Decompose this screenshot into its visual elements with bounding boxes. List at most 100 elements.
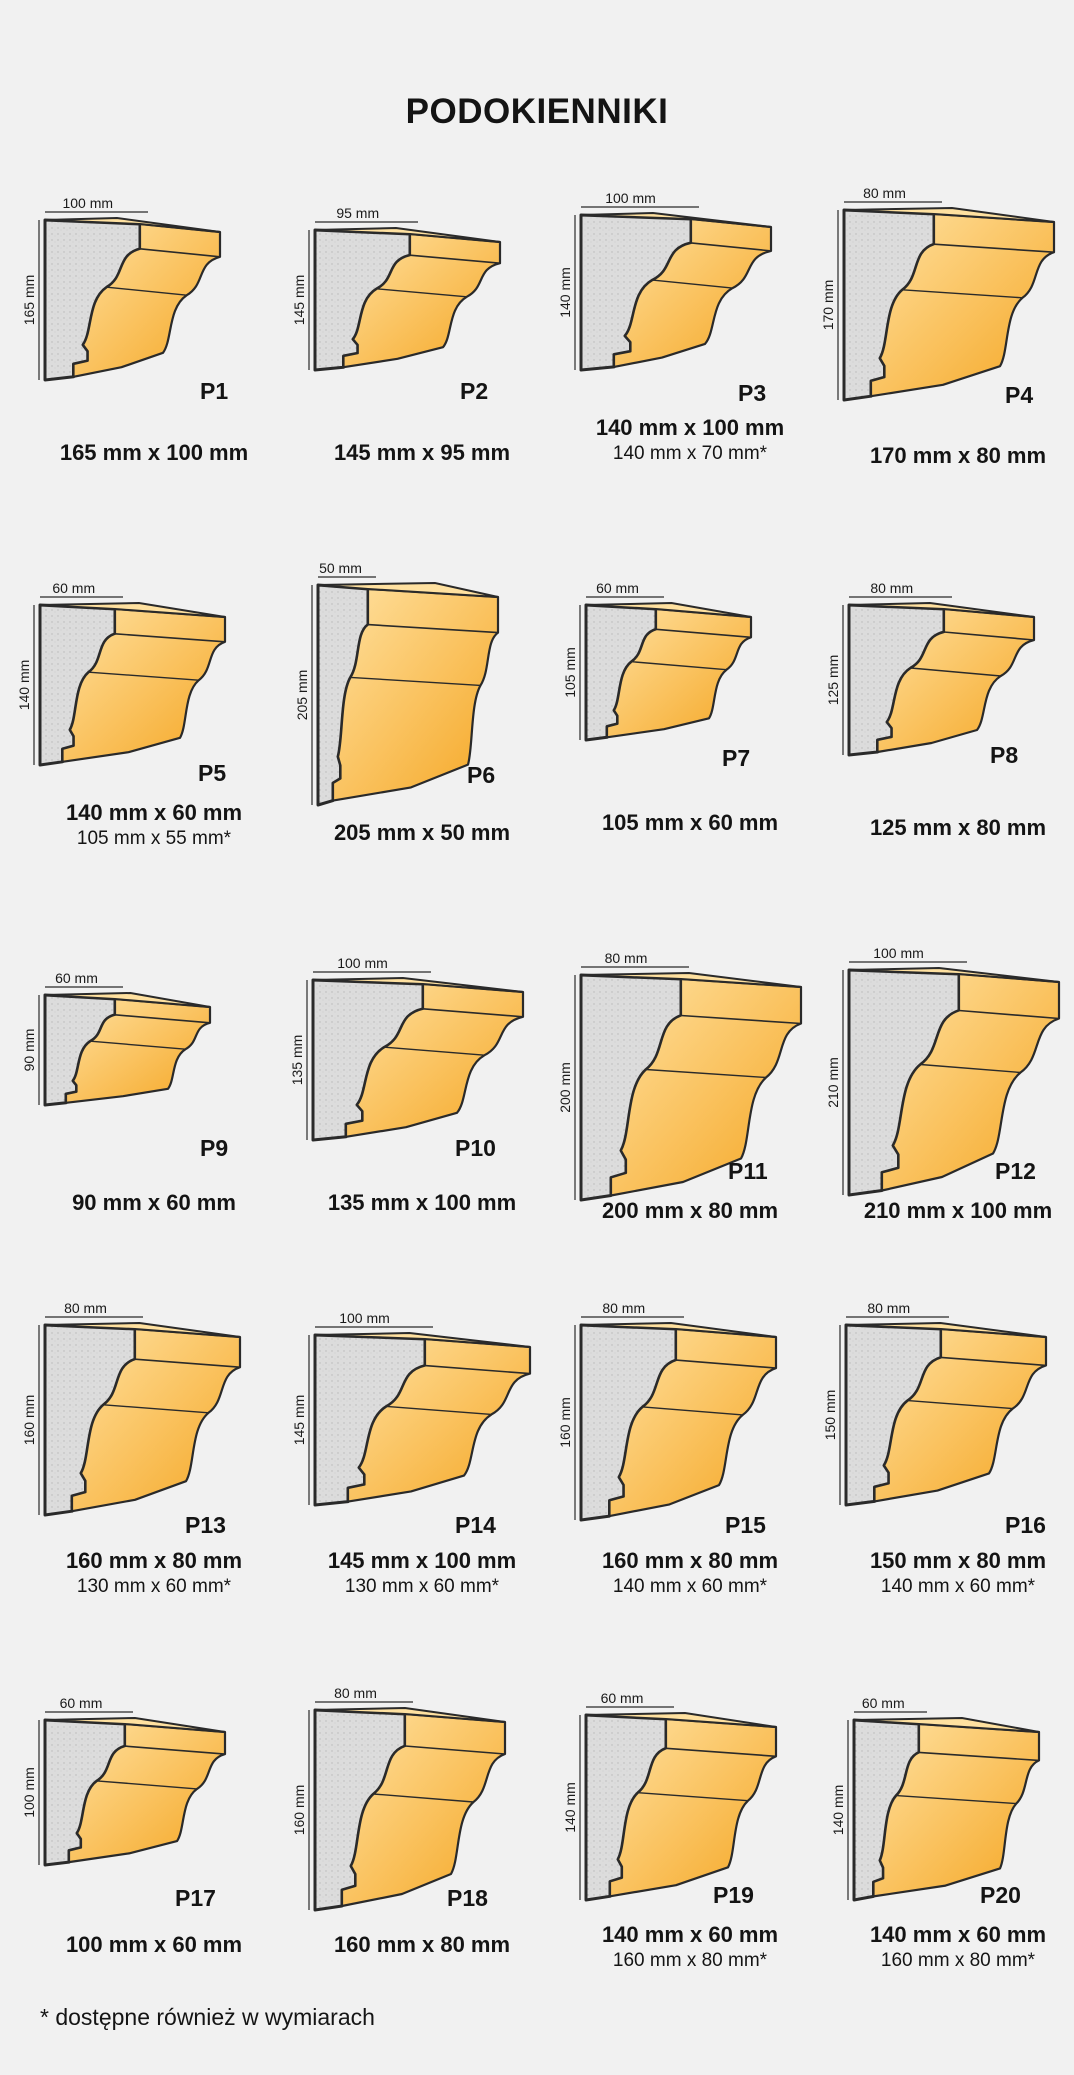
- profile-code: P11: [728, 1158, 768, 1184]
- profile-alt-dimensions: 160 mm x 80 mm*: [612, 1950, 768, 1971]
- profile-code: P3: [738, 380, 767, 406]
- profile-card: 145 mm 95 mm P2 145 mm x 95 mm: [288, 190, 556, 600]
- profile-code: P5: [198, 760, 227, 786]
- profile-dimensions: 140 mm x 60 mm: [65, 800, 243, 825]
- profile-drawing: 100 mm 60 mm: [21, 1695, 227, 1867]
- profile-code: P12: [995, 1158, 1036, 1184]
- profile-alt-dimensions: 140 mm x 60 mm*: [880, 1576, 1036, 1597]
- profile-code: P9: [200, 1135, 229, 1161]
- depth-label: 100 mm: [605, 190, 656, 206]
- height-label: 145 mm: [291, 1395, 307, 1446]
- profile-code: P7: [722, 745, 751, 771]
- profile-card: 150 mm 80 mm P16 150 mm x 80 mm 140 mm x …: [822, 1295, 1074, 1705]
- profile-drawing: 160 mm 80 mm: [21, 1300, 242, 1517]
- profile-drawing: 200 mm 80 mm: [557, 950, 803, 1202]
- profile-dimensions: 135 mm x 100 mm: [327, 1190, 517, 1215]
- depth-label: 60 mm: [601, 1690, 644, 1706]
- depth-label: 100 mm: [873, 945, 924, 961]
- profile-dimensions: 160 mm x 80 mm: [601, 1548, 779, 1573]
- height-label: 160 mm: [557, 1397, 573, 1448]
- profile-card: 170 mm 80 mm P4 170 mm x 80 mm: [820, 185, 1074, 600]
- profile-dimensions: 205 mm x 50 mm: [333, 820, 511, 845]
- profile-drawing: 140 mm 60 mm: [16, 580, 227, 767]
- profile-card: 160 mm 80 mm P18 160 mm x 80 mm: [288, 1665, 556, 2075]
- profile-drawing: 105 mm 60 mm: [562, 580, 753, 742]
- profile-code: P1: [200, 378, 229, 404]
- profile-code: P18: [447, 1885, 488, 1911]
- profile-card: 135 mm 100 mm P10 135 mm x 100 mm: [288, 930, 556, 1340]
- height-label: 160 mm: [21, 1395, 37, 1446]
- profile-alt-dimensions: 140 mm x 60 mm*: [612, 1576, 768, 1597]
- profile-card: 105 mm 60 mm P7 105 mm x 60 mm: [556, 560, 824, 970]
- profile-code: P6: [467, 762, 496, 788]
- profile-code: P15: [725, 1512, 766, 1538]
- depth-label: 60 mm: [862, 1695, 905, 1711]
- depth-label: 100 mm: [337, 955, 388, 971]
- depth-label: 95 mm: [336, 205, 379, 221]
- profile-drawing: 145 mm 100 mm: [291, 1310, 532, 1507]
- depth-label: 80 mm: [334, 1685, 377, 1701]
- height-label: 90 mm: [21, 1029, 37, 1072]
- profile-drawing: 140 mm 100 mm: [557, 190, 773, 372]
- profile-dimensions: 200 mm x 80 mm: [601, 1198, 779, 1223]
- depth-label: 50 mm: [319, 560, 362, 576]
- profile-alt-dimensions: 140 mm x 70 mm*: [612, 443, 768, 464]
- profile-code: P20: [980, 1882, 1021, 1908]
- footnote: * dostępne również w wymiarach: [40, 2004, 375, 2030]
- profile-card: 200 mm 80 mm P11 200 mm x 80 mm: [556, 930, 824, 1340]
- height-label: 140 mm: [557, 267, 573, 318]
- profile-drawing: 140 mm 60 mm: [830, 1695, 1041, 1902]
- profile-card: 140 mm 100 mm P3 140 mm x 100 mm 140 mm x…: [556, 190, 824, 600]
- depth-label: 60 mm: [52, 580, 95, 596]
- profile-dimensions: 160 mm x 80 mm: [333, 1932, 511, 1957]
- height-label: 210 mm: [825, 1057, 841, 1108]
- profile-dimensions: 140 mm x 60 mm: [601, 1922, 779, 1947]
- profile-card: 100 mm 60 mm P17 100 mm x 60 mm: [20, 1665, 288, 2075]
- height-label: 170 mm: [820, 280, 836, 331]
- height-label: 200 mm: [557, 1062, 573, 1113]
- profile-card: 160 mm 80 mm P13 160 mm x 80 mm 130 mm x …: [20, 1295, 288, 1705]
- profile-card: 140 mm 60 mm P5 140 mm x 60 mm 105 mm x 5…: [16, 560, 288, 970]
- profile-drawing: 135 mm 100 mm: [289, 955, 525, 1142]
- profile-dimensions: 145 mm x 100 mm: [327, 1548, 517, 1573]
- profile-code: P13: [185, 1512, 226, 1538]
- profile-dimensions: 90 mm x 60 mm: [72, 1190, 236, 1215]
- profile-dimensions: 170 mm x 80 mm: [869, 443, 1047, 468]
- profile-code: P16: [1005, 1512, 1046, 1538]
- depth-label: 80 mm: [867, 1300, 910, 1316]
- height-label: 145 mm: [291, 275, 307, 326]
- profile-dimensions: 100 mm x 60 mm: [65, 1932, 243, 1957]
- profile-alt-dimensions: 130 mm x 60 mm*: [344, 1576, 500, 1597]
- profile-card: 140 mm 60 mm P20 140 mm x 60 mm 160 mm x …: [824, 1665, 1074, 2075]
- depth-label: 80 mm: [64, 1300, 107, 1316]
- profile-drawing: 170 mm 80 mm: [820, 185, 1056, 402]
- profile-dimensions: 150 mm x 80 mm: [869, 1548, 1047, 1573]
- profile-alt-dimensions: 160 mm x 80 mm*: [880, 1950, 1036, 1971]
- height-label: 105 mm: [562, 647, 578, 698]
- profile-drawing: 90 mm 60 mm: [21, 970, 212, 1107]
- depth-label: 80 mm: [870, 580, 913, 596]
- depth-label: 60 mm: [596, 580, 639, 596]
- height-label: 100 mm: [21, 1767, 37, 1818]
- profile-alt-dimensions: 130 mm x 60 mm*: [76, 1576, 232, 1597]
- profile-card: 125 mm 80 mm P8 125 mm x 80 mm: [824, 560, 1074, 970]
- profile-drawing: 160 mm 80 mm: [291, 1685, 507, 1912]
- height-label: 125 mm: [825, 655, 841, 706]
- profile-card: 145 mm 100 mm P14 145 mm x 100 mm 130 mm …: [288, 1295, 556, 1705]
- profile-drawing: 145 mm 95 mm: [291, 205, 502, 372]
- depth-label: 60 mm: [55, 970, 98, 986]
- profile-drawing: 125 mm 80 mm: [825, 580, 1036, 757]
- profile-dimensions: 210 mm x 100 mm: [863, 1198, 1053, 1223]
- height-label: 140 mm: [562, 1782, 578, 1833]
- depth-label: 100 mm: [339, 1310, 390, 1326]
- profile-code: P14: [455, 1512, 496, 1538]
- profile-dimensions: 140 mm x 100 mm: [595, 415, 785, 440]
- profile-drawing: 210 mm 100 mm: [825, 945, 1061, 1197]
- profile-dimensions: 160 mm x 80 mm: [65, 1548, 243, 1573]
- profile-card: 210 mm 100 mm P12 210 mm x 100 mm: [824, 930, 1074, 1340]
- profile-dimensions: 140 mm x 60 mm: [869, 1922, 1047, 1947]
- depth-label: 60 mm: [60, 1695, 103, 1711]
- depth-label: 100 mm: [62, 195, 113, 211]
- page-title: PODOKIENNIKI: [405, 92, 669, 131]
- height-label: 135 mm: [289, 1035, 305, 1086]
